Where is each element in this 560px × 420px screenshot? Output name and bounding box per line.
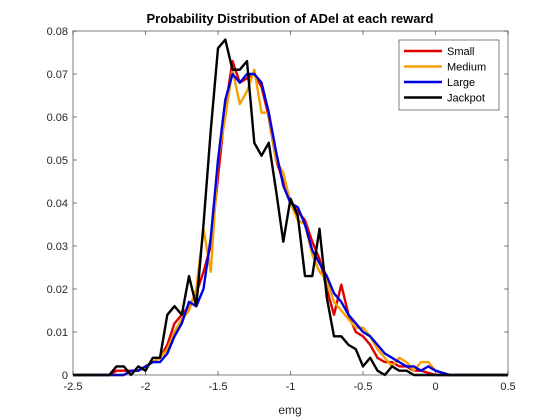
y-tick-label: 0	[62, 370, 68, 382]
x-tick-label: -0.5	[354, 381, 373, 393]
y-tick-label: 0.02	[47, 284, 68, 296]
legend: Small Medium Large Jackpot	[398, 39, 500, 111]
y-tick-label: 0.05	[47, 155, 68, 167]
legend-label-medium: Medium	[447, 62, 486, 74]
y-tick-label: 0.01	[47, 327, 68, 339]
series-line-jackpot	[73, 38, 508, 377]
x-axis-label: emg	[278, 403, 301, 417]
x-tick-label: -1	[286, 381, 296, 393]
x-tick-label: 0.5	[500, 381, 515, 393]
y-tick-label: 0.04	[47, 198, 68, 210]
series-line-medium	[73, 68, 508, 377]
x-tick-label: -1.5	[209, 381, 228, 393]
legend-label-small: Small	[447, 46, 475, 58]
legend-label-jackpot: Jackpot	[447, 93, 485, 105]
legend-label-large: Large	[447, 77, 475, 89]
axes-layer: -2.5 -2 -1.5 -1 -0.5 0 0.5 0 0.01 0.02 0.03 0.04 0.0…	[47, 26, 516, 393]
series-line-large	[73, 72, 508, 377]
y-tick-label: 0.06	[47, 112, 68, 124]
x-tick-label: -2.5	[64, 381, 83, 393]
y-tick-label: 0.08	[47, 26, 68, 38]
x-tick-label: 0	[432, 381, 438, 393]
y-tick-label: 0.07	[47, 69, 68, 81]
y-tick-label: 0.03	[47, 241, 68, 253]
x-tick-label: -2	[141, 381, 151, 393]
legend-items: Small Medium Large Jackpot	[404, 46, 486, 105]
chart-title: Probability Distribution of ADel at each…	[146, 11, 433, 26]
series-layer	[73, 38, 508, 377]
